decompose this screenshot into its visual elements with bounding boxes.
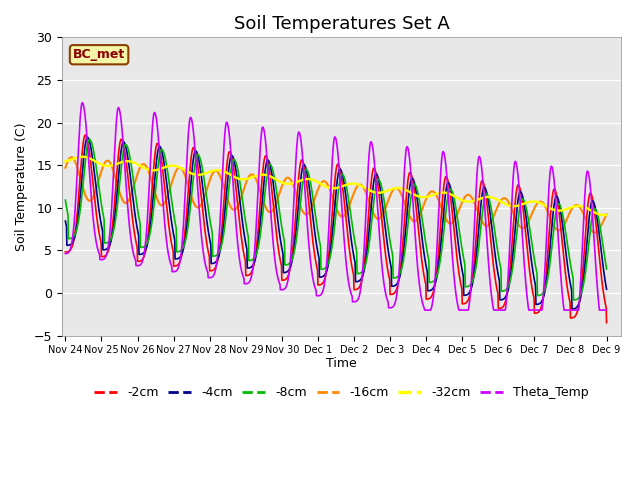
Line: -8cm: -8cm	[65, 140, 607, 300]
-4cm	[84, 134, 92, 140]
-32cm	[79, 154, 86, 159]
Theta_Temp	[61, 251, 69, 256]
Legend: -2cm, -4cm, -8cm, -16cm, -32cm, Theta_Temp: -2cm, -4cm, -8cm, -16cm, -32cm, Theta_Te…	[90, 381, 593, 404]
-8cm	[86, 137, 93, 143]
-32cm	[275, 178, 282, 183]
Y-axis label: Soil Temperature (C): Soil Temperature (C)	[15, 122, 28, 251]
-8cm	[555, 201, 563, 207]
-32cm	[419, 194, 427, 200]
X-axis label: Time: Time	[326, 357, 356, 370]
Theta_Temp	[556, 250, 563, 256]
Title: Soil Temperatures Set A: Soil Temperatures Set A	[234, 15, 449, 33]
-32cm	[61, 158, 69, 164]
-16cm	[508, 207, 516, 213]
Line: -16cm: -16cm	[65, 157, 607, 233]
-2cm	[419, 267, 427, 273]
Line: -2cm: -2cm	[65, 135, 607, 323]
-16cm	[181, 173, 189, 179]
-4cm	[603, 287, 611, 292]
-8cm	[570, 297, 577, 303]
-32cm	[287, 180, 295, 186]
-8cm	[603, 266, 611, 272]
-4cm	[568, 306, 576, 312]
-16cm	[603, 212, 611, 217]
-2cm	[508, 238, 516, 244]
Theta_Temp	[287, 246, 295, 252]
-32cm	[603, 212, 611, 218]
-16cm	[287, 178, 295, 184]
Line: -4cm: -4cm	[65, 137, 607, 309]
-8cm	[181, 239, 189, 244]
-4cm	[181, 236, 189, 242]
-16cm	[555, 228, 563, 233]
-4cm	[555, 199, 563, 204]
-4cm	[419, 244, 427, 250]
-8cm	[61, 197, 69, 203]
-2cm	[181, 226, 189, 232]
-16cm	[68, 155, 76, 160]
Text: BC_met: BC_met	[73, 48, 125, 61]
-32cm	[555, 208, 563, 214]
-8cm	[419, 223, 427, 229]
-4cm	[287, 261, 295, 267]
Theta_Temp	[509, 183, 516, 189]
Theta_Temp	[79, 100, 86, 106]
Theta_Temp	[419, 302, 427, 308]
-8cm	[275, 199, 282, 204]
-4cm	[508, 258, 516, 264]
-16cm	[275, 194, 282, 200]
-2cm	[287, 259, 295, 265]
-8cm	[287, 258, 295, 264]
Line: -32cm: -32cm	[65, 156, 607, 215]
-4cm	[275, 220, 282, 226]
-32cm	[181, 168, 189, 173]
-4cm	[61, 218, 69, 224]
Theta_Temp	[603, 307, 611, 313]
-2cm	[275, 244, 282, 250]
Theta_Temp	[421, 307, 429, 313]
Theta_Temp	[275, 276, 282, 282]
-2cm	[555, 207, 563, 213]
-16cm	[591, 230, 599, 236]
-16cm	[61, 165, 69, 170]
-8cm	[508, 268, 516, 274]
-2cm	[603, 320, 611, 325]
-2cm	[81, 132, 89, 138]
Theta_Temp	[181, 189, 189, 194]
-32cm	[600, 212, 608, 218]
-2cm	[61, 249, 69, 255]
Line: Theta_Temp: Theta_Temp	[65, 103, 607, 310]
-32cm	[508, 203, 516, 209]
-16cm	[419, 204, 427, 209]
